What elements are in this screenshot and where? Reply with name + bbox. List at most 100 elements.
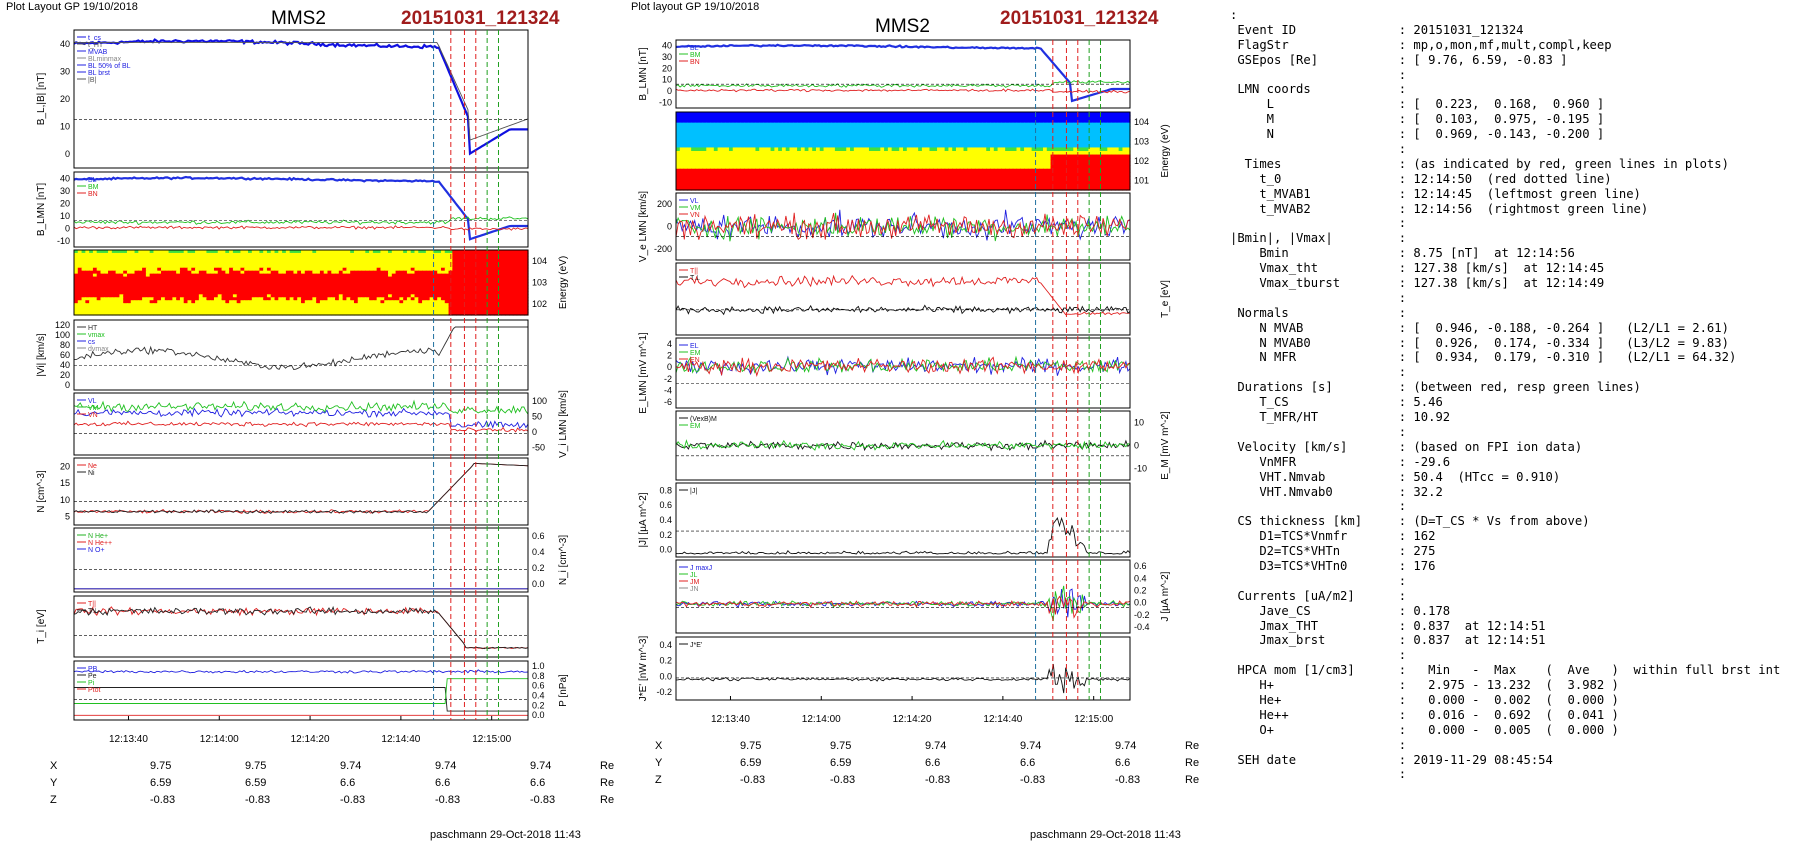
spectrogram-cell: [327, 261, 332, 266]
spectrogram-cell: [857, 147, 862, 152]
spectrogram-cell: [1126, 126, 1131, 131]
spectrogram-cell: [85, 270, 90, 275]
spectrogram-cell: [77, 261, 83, 266]
spectrogram-cell: [293, 285, 298, 290]
spectrogram-cell: [266, 252, 272, 257]
spectrogram-cell: [444, 294, 450, 298]
spectrogram-cell: [403, 273, 408, 278]
spectrogram-cell: [319, 267, 325, 272]
spectrogram-cell: [1008, 158, 1014, 163]
spectrogram-cell: [755, 161, 760, 166]
spectrogram-cell: [274, 285, 279, 290]
spectrogram-cell: [425, 285, 431, 290]
spectrogram-cell: [702, 151, 707, 156]
spectrogram-cell: [1092, 140, 1097, 145]
spectrogram-cell: [1012, 112, 1018, 117]
spectrogram-cell: [850, 172, 855, 177]
spectrogram-cell: [255, 273, 260, 278]
spectrogram-cell: [414, 306, 419, 310]
spectrogram-cell: [395, 258, 400, 263]
spectrogram-cell: [221, 255, 226, 260]
spectrogram-cell: [195, 252, 200, 257]
spectrogram-cell: [732, 133, 738, 138]
spectrogram-cell: [486, 285, 491, 290]
spectrogram-cell: [993, 126, 999, 131]
spectrogram-cell: [403, 264, 408, 269]
spectrogram-cell: [301, 276, 306, 281]
spectrogram-cell: [1088, 172, 1093, 177]
spectrogram-cell: [963, 147, 968, 152]
spectrogram-cell: [838, 136, 844, 141]
spectrogram-cell: [944, 151, 949, 156]
spectrogram-cell: [372, 291, 378, 295]
spectrogram-cell: [1099, 172, 1105, 177]
spectrogram-cell: [452, 312, 457, 316]
spectrogram-cell: [774, 115, 779, 120]
spectrogram-cell: [501, 312, 506, 316]
spectrogram-cell: [406, 291, 412, 295]
spectrogram-cell: [104, 291, 109, 295]
spectrogram-cell: [406, 258, 412, 263]
spectrogram-cell: [96, 282, 102, 287]
spectrogram-cell: [255, 285, 260, 290]
spectrogram-cell: [891, 154, 897, 159]
spectrogram-cell: [978, 158, 984, 163]
spectrogram-cell: [679, 115, 685, 120]
spectrogram-cell: [846, 119, 851, 124]
spectrogram-cell: [376, 285, 382, 290]
spectrogram-cell: [982, 119, 987, 124]
spectrogram-cell: [914, 165, 919, 170]
spectrogram-cell: [1111, 158, 1116, 163]
spectrogram-cell: [384, 288, 389, 292]
spectrogram-cell: [755, 143, 760, 149]
series-BM: [73, 216, 529, 226]
spectrogram-cell: [104, 300, 109, 304]
spectrogram-cell: [202, 309, 208, 313]
spectrogram-cell: [1005, 161, 1010, 166]
spectrogram-cell: [778, 133, 783, 138]
spectrogram-cell: [1092, 126, 1097, 131]
spectrogram-cell: [183, 282, 189, 287]
spectrogram-cell: [959, 126, 965, 131]
spectrogram-cell: [842, 129, 847, 134]
spectrogram-cell: [422, 273, 427, 278]
spectrogram-cell: [1016, 165, 1021, 170]
spectrogram-cell: [482, 255, 487, 260]
spectrogram-cell: [357, 255, 363, 260]
spectrogram-cell: [376, 267, 382, 272]
spectrogram-cell: [338, 250, 344, 254]
spectrogram-cell: [123, 306, 128, 310]
spectrogram-cell: [179, 300, 185, 304]
spectrogram-cell: [952, 168, 957, 173]
spectrogram-cell: [266, 285, 272, 290]
spectrogram-cell: [948, 161, 953, 166]
spectrogram-cell: [130, 282, 136, 287]
spectrogram-cell: [414, 255, 419, 260]
spectrogram-cell: [755, 172, 760, 177]
spectrogram-cell: [425, 273, 431, 278]
spectrogram-cell: [471, 276, 476, 281]
spectrogram-cell: [940, 147, 946, 152]
spectrogram-cell: [1118, 165, 1124, 170]
spectrogram-cell: [399, 300, 404, 304]
spectrogram-cell: [751, 147, 757, 152]
spectrogram-cell: [92, 255, 98, 260]
spectrogram-cell: [119, 312, 124, 316]
spectrogram-cell: [1061, 172, 1067, 177]
spectrogram-cell: [331, 276, 336, 281]
spectrogram-cell: [395, 255, 400, 260]
spectrogram-cell: [808, 161, 813, 166]
spectrogram-cell: [85, 252, 90, 257]
spectrogram-cell: [414, 264, 419, 269]
spectrogram-cell: [732, 172, 738, 177]
series-Ne: [73, 462, 529, 514]
spectrogram-cell: [278, 294, 283, 298]
spectrogram-cell: [372, 306, 378, 310]
spectrogram-cell: [1001, 168, 1006, 173]
spectrogram-cell: [899, 165, 904, 170]
spectrogram-cell: [910, 115, 915, 120]
spectrogram-cell: [255, 312, 260, 316]
spectrogram-cell: [834, 165, 840, 170]
spectrogram-cell: [77, 279, 83, 284]
spectrogram-cell: [365, 255, 370, 260]
